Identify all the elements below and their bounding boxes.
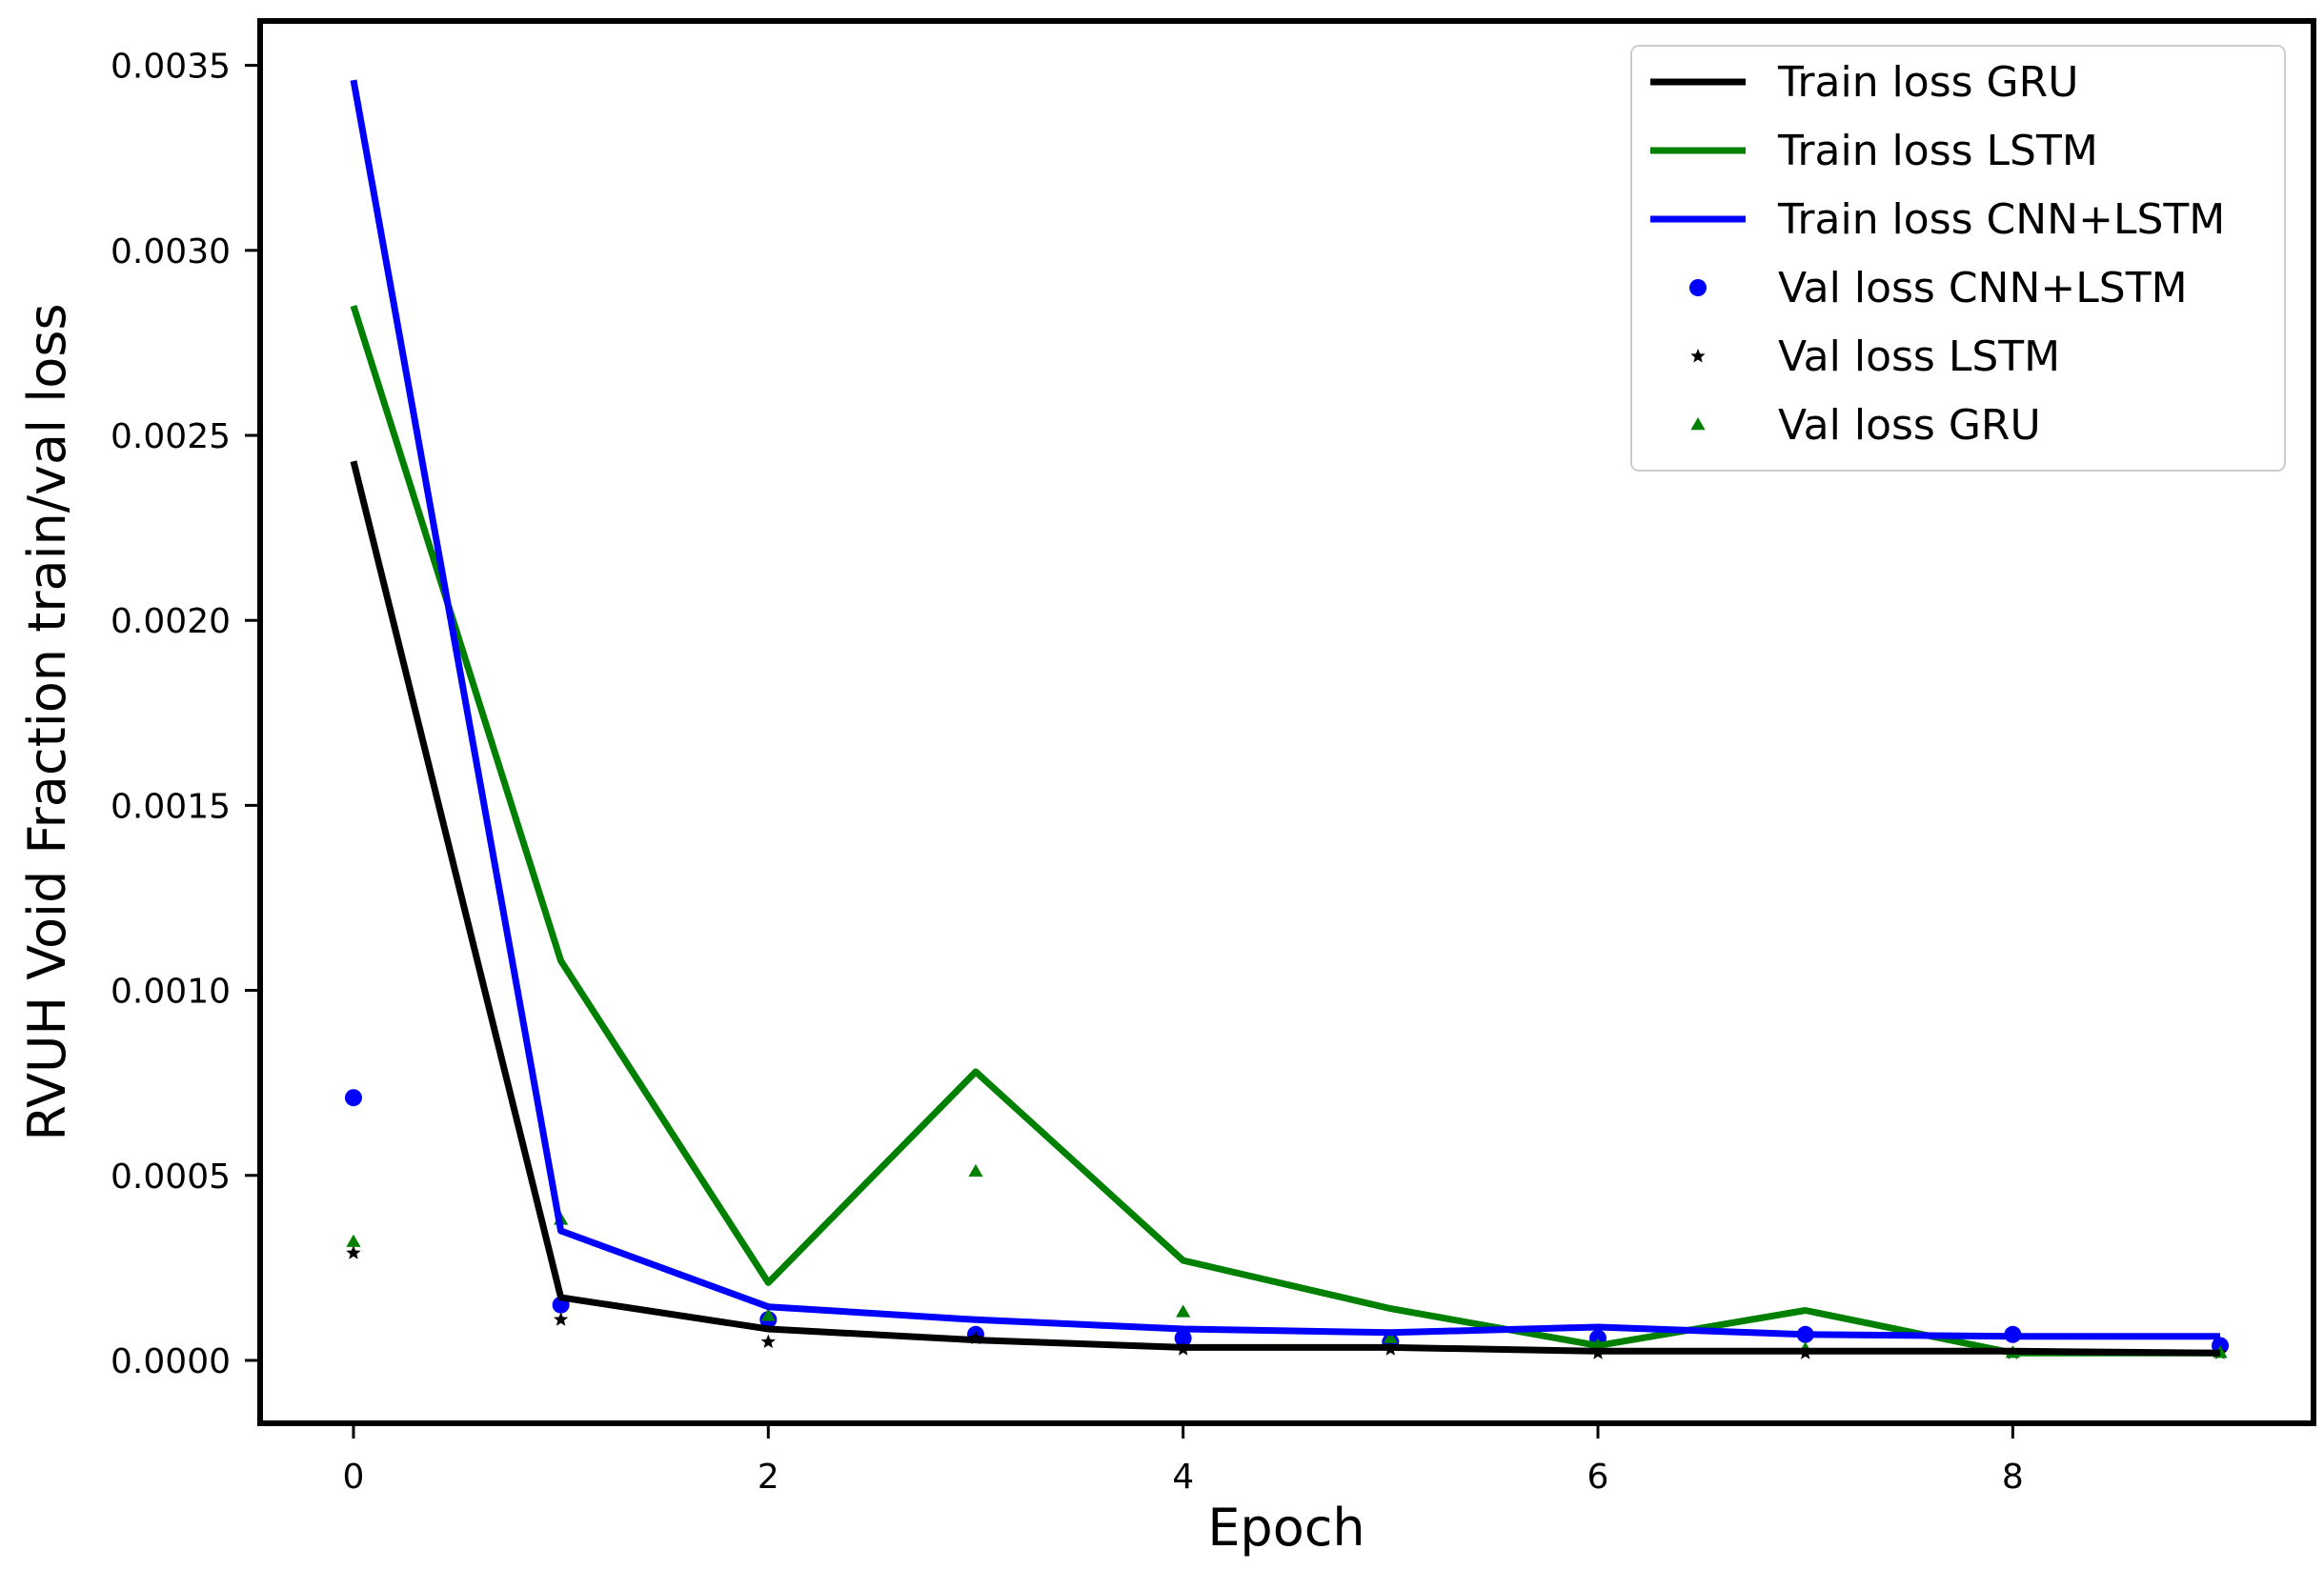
point-val-loss-cnn-lstm: [1174, 1329, 1192, 1347]
point-val-loss-lstm: [760, 1334, 776, 1348]
point-val-loss-gru: [760, 1308, 776, 1321]
legend-swatch-val-loss-cnn-lstm: [1689, 279, 1707, 296]
y-tick-label: 0.0020: [111, 602, 231, 641]
series-line-train-loss-gru: [350, 460, 2221, 1357]
series-line-train-loss-cnn-lstm: [350, 79, 2220, 1340]
series-line-train-loss-lstm: [350, 305, 2220, 1357]
point-val-loss-gru: [1176, 1304, 1191, 1318]
legend-swatch-val-loss-lstm: [1690, 349, 1706, 363]
legend-label-val-loss-cnn-lstm: Val loss CNN+LSTM: [1778, 264, 2188, 312]
legend-label-val-loss-gru: Val loss GRU: [1778, 401, 2041, 450]
legend-label-train-loss-lstm: Train loss LSTM: [1777, 127, 2098, 175]
y-tick-label: 0.0035: [111, 48, 231, 87]
y-tick-label: 0.0015: [111, 787, 231, 826]
point-val-loss-gru: [968, 1163, 983, 1178]
point-val-loss-lstm: [346, 1245, 361, 1259]
y-tick-label: 0.0030: [111, 232, 231, 272]
series-layer: [344, 79, 2230, 1359]
x-tick-label: 6: [1587, 1458, 1609, 1497]
x-tick-label: 0: [343, 1458, 365, 1497]
x-tick-label: 4: [1172, 1458, 1194, 1497]
point-val-loss-lstm: [554, 1312, 569, 1326]
point-val-loss-gru: [1383, 1330, 1398, 1343]
y-tick-label: 0.0005: [111, 1157, 231, 1197]
y-tick-label: 0.0000: [111, 1342, 231, 1381]
x-tick-label: 8: [2002, 1458, 2024, 1497]
point-val-loss-gru: [346, 1234, 361, 1247]
y-axis-title: RVUH Void Fraction train/val loss: [17, 303, 77, 1140]
legend-label-val-loss-lstm: Val loss LSTM: [1778, 332, 2060, 381]
x-tick-label: 2: [758, 1458, 779, 1497]
y-tick-label: 0.0025: [111, 417, 231, 456]
legend-label-train-loss-cnn-lstm: Train loss CNN+LSTM: [1777, 195, 2225, 244]
x-axis-title: Epoch: [1207, 1498, 1364, 1558]
point-val-loss-cnn-lstm: [344, 1089, 362, 1107]
legend-label-train-loss-gru: Train loss GRU: [1777, 58, 2078, 107]
y-tick-label: 0.0010: [111, 973, 231, 1012]
legend-box: [1630, 45, 2286, 472]
ticks-layer: 0 2 4 6 8 0.0000 0.0005 0.0010 0.0015 0.0020 0.002…: [111, 48, 2024, 1497]
plot-frame: [257, 18, 2316, 1426]
legend: Train loss GRU Train loss LSTM Train loss …: [1630, 45, 2286, 472]
legend-swatch-val-loss-gru: [1690, 417, 1706, 431]
